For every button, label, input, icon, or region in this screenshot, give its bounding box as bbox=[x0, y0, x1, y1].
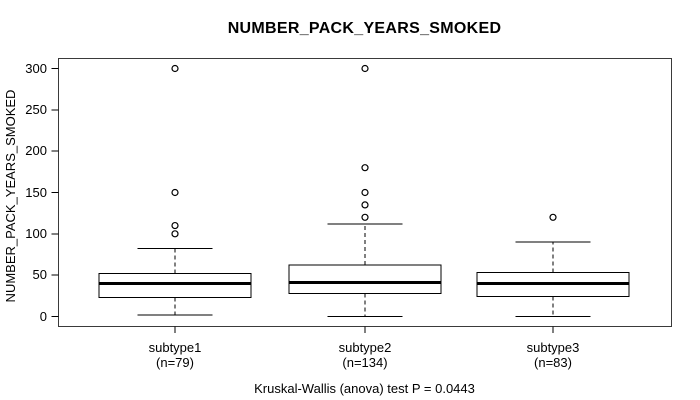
group-label-block: subtype2 (n=134) bbox=[295, 340, 435, 370]
stat-annotation: Kruskal-Wallis (anova) test P = 0.0443 bbox=[254, 381, 475, 396]
outlier-point bbox=[171, 230, 179, 238]
iqr-box bbox=[98, 273, 252, 298]
group-n-label: (n=134) bbox=[342, 355, 388, 370]
group-label: subtype3 bbox=[526, 340, 580, 355]
y-tick-label: 250 bbox=[25, 101, 47, 117]
outlier-point bbox=[171, 64, 179, 73]
y-tick-label: 50 bbox=[32, 267, 47, 283]
outlier-point bbox=[361, 213, 369, 221]
y-tick-label: 100 bbox=[25, 225, 47, 241]
iqr-box bbox=[288, 264, 442, 294]
y-tick-label: 200 bbox=[25, 143, 47, 159]
outlier-point bbox=[361, 64, 369, 73]
y-tick-label: 0 bbox=[39, 308, 47, 324]
group-label-block: subtype1 (n=79) bbox=[105, 340, 245, 370]
outlier-point bbox=[549, 213, 557, 221]
group-n-label: (n=83) bbox=[534, 355, 572, 370]
group-label: subtype2 bbox=[338, 340, 392, 355]
outlier-point bbox=[171, 188, 179, 197]
y-tick-label: 300 bbox=[25, 60, 47, 76]
chart-title: NUMBER_PACK_YEARS_SMOKED bbox=[227, 20, 502, 37]
y-tick-label: 150 bbox=[25, 184, 47, 200]
outlier-point bbox=[361, 201, 369, 209]
group-label-block: subtype3 (n=83) bbox=[483, 340, 623, 370]
outlier-point bbox=[361, 164, 369, 172]
outlier-point bbox=[361, 188, 369, 197]
outlier-point bbox=[171, 221, 179, 230]
group-n-label: (n=79) bbox=[156, 355, 194, 370]
group-label: subtype1 bbox=[148, 340, 202, 355]
